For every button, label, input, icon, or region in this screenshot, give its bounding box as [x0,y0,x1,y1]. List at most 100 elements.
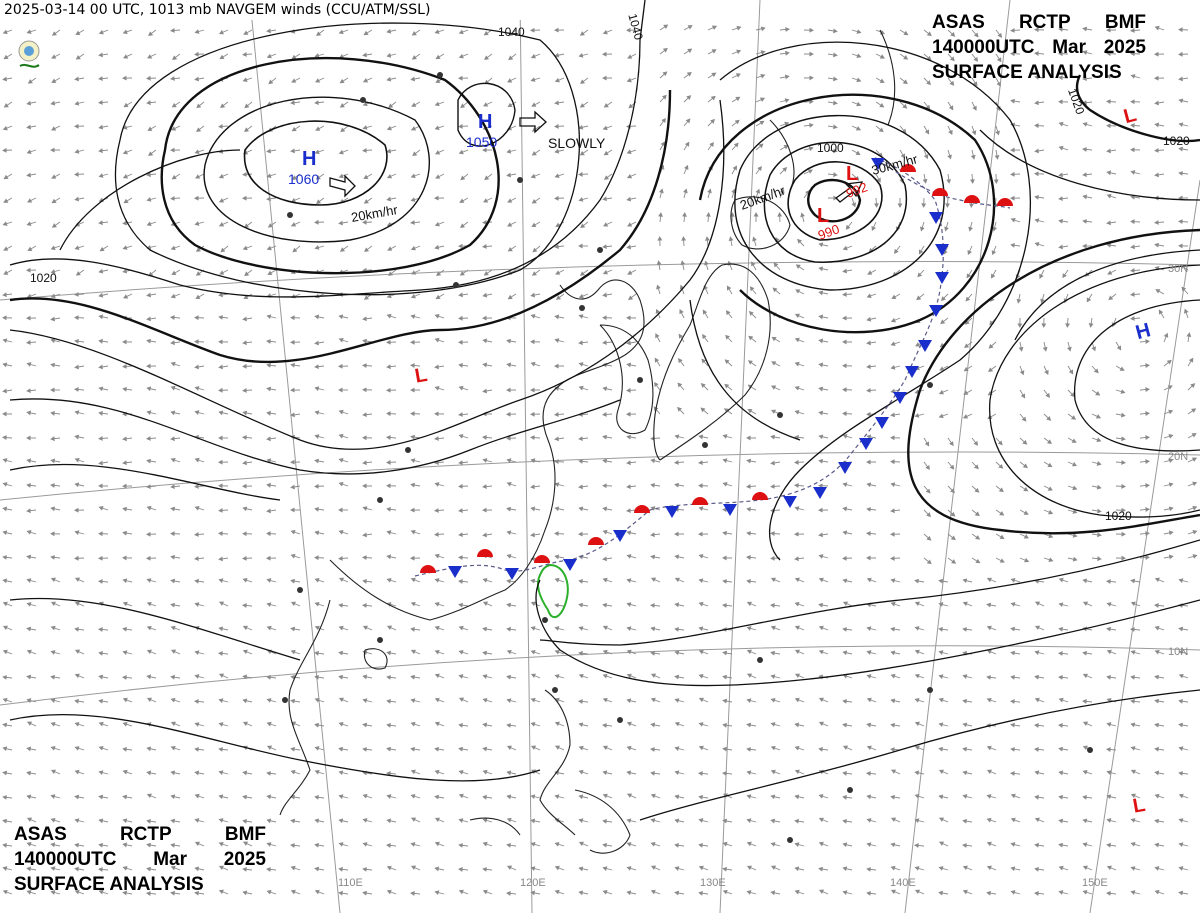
title-line-3: SURFACE ANALYSIS [14,872,266,897]
wind-arrow-head [946,179,952,184]
wind-arrow-head [709,141,714,148]
wind-arrow-head [879,78,885,83]
wind-arrow-head [386,76,392,82]
wind-arrow-head [219,54,225,60]
wind-arrow-head [759,97,766,102]
wind-arrow-head [658,188,664,194]
wind-arrow-head [833,172,838,178]
wind-arrow-head [1178,122,1184,128]
wind-arrow-head [242,52,247,57]
wind-arrow-head [98,29,104,35]
wind-arrow-head [170,315,175,321]
wind-arrow-head [219,270,225,275]
wind-arrow-head [218,314,223,320]
wind-arrow-head [818,290,824,296]
wind-arrow-head [531,102,537,107]
wind-arrow-head [171,126,177,131]
wind-arrow-head [362,316,367,322]
wind-arrow-head [123,102,129,108]
wind-arrow-head [1186,332,1192,337]
wind-arrow-head [818,362,824,368]
wind-arrow-head [1183,308,1189,314]
wind-arrow-head [656,284,661,290]
wind-arrow-head [340,127,346,133]
wind-arrow-head [900,153,906,159]
wind-arrow-head [244,271,250,277]
wind-arrow-head [891,294,897,299]
wind-arrow-head [507,247,513,252]
wind-arrow-head [1178,146,1183,152]
wind-arrow-head [386,196,392,202]
wind-arrow-head [1065,323,1070,328]
wind-arrow-head [196,103,202,109]
title-block-bottom: ASAS RCTP BMF 140000UTC Mar 2025 SURFACE… [14,822,266,897]
wind-arrow-head [1107,270,1113,275]
wind-arrow-head [26,339,31,345]
wind-arrow-head [411,102,417,107]
wind-arrow-head [939,366,945,371]
title-time: 140000UTC [14,849,117,870]
wind-arrow-head [963,366,969,372]
wind-arrow-head [482,220,487,225]
wind-arrow-head [1130,51,1135,57]
wind-arrow-head [1130,147,1135,153]
wind-arrow-head [316,199,322,204]
wind-arrow-head [753,212,759,217]
wind-arrow-head [785,50,790,56]
wind-arrow-head [680,260,686,266]
wind-arrow-head [627,270,633,275]
wind-arrow-head [1119,366,1125,371]
wind-arrow-head [122,75,127,81]
wind-arrow-head [434,101,440,107]
wind-arrow-head [968,226,973,232]
wind-arrow-head [1130,315,1135,321]
wind-arrow-head [871,225,876,232]
wind-arrow-head [876,177,881,183]
wind-arrow-head [410,363,415,369]
wind-arrow-head [3,103,9,108]
wind-arrow-head [879,102,885,108]
wind-arrow-head [964,343,970,348]
wind-arrow-head [845,224,851,230]
wind-arrow-head [710,118,715,124]
wind-arrow-head [290,362,295,368]
wind-arrow-head [314,340,319,346]
wind-arrow-head [903,54,909,60]
wind-arrow-head [661,117,666,124]
wind-arrow-head [482,147,487,153]
wind-arrow-head [482,362,488,368]
wind-arrow-head [410,197,416,202]
wind-arrow-head [1042,346,1048,352]
wind-arrow-head [435,174,441,179]
wind-arrow-head [580,79,586,84]
wind-arrow-head [923,154,929,160]
wind-arrow-head [856,77,862,83]
low-symbol: L [413,364,429,388]
wind-arrow-head [242,172,247,177]
wind-arrow-head [988,343,994,349]
wind-arrow-head [1154,75,1159,81]
wind-arrow-head [682,212,687,217]
wind-arrow-head [970,154,976,160]
wind-arrow-head [362,338,367,344]
wind-arrow-head [917,272,923,278]
wind-arrow-head [363,174,369,179]
wind-arrow-head [991,250,997,256]
wind-arrow-head [122,339,127,345]
wind-arrow-head [1093,368,1099,374]
wind-arrow-head [218,173,224,179]
wind-arrow-head [1034,242,1040,247]
wind-arrow-head [1068,369,1074,375]
wind-arrow-head [51,78,57,83]
wind-arrow-head [507,102,513,108]
wind-arrow-head [626,196,632,202]
ssl-logo [18,40,40,68]
wind-arrow-head [748,335,754,341]
wind-arrow-head [315,175,321,180]
wind-arrow-head [724,359,730,365]
wind-arrow-head [833,52,838,58]
wind-arrow-head [1067,346,1072,352]
wind-arrow-head [314,53,320,58]
wind-arrow-head [411,270,417,275]
wind-arrow-head [1034,171,1039,177]
